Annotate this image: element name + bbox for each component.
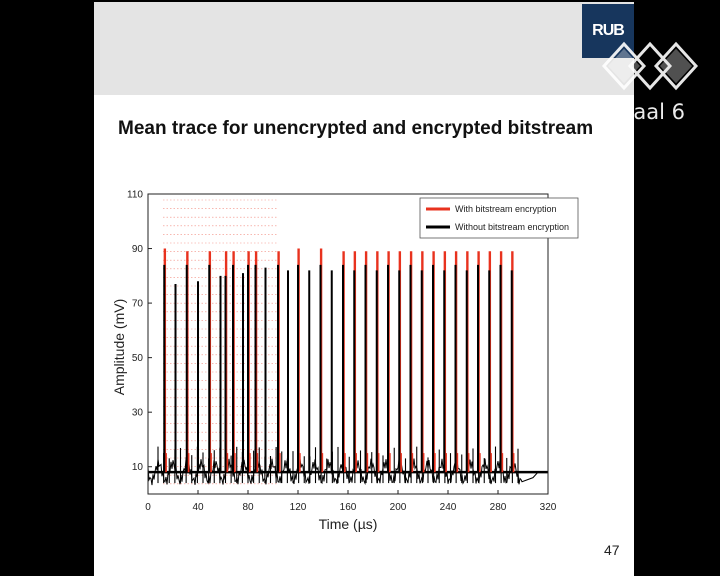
- plot-traces: [147, 248, 548, 486]
- y-tick-label: 50: [132, 353, 144, 364]
- x-tick-label: 40: [192, 502, 204, 513]
- chart-legend: With bitstream encryption Without bitstr…: [419, 197, 579, 239]
- axis-ticks: [147, 193, 549, 494]
- presentation-slide: RUB Mean trace for unencrypted and encry…: [94, 2, 634, 576]
- x-tick-labels: 0 40 80 120 160 200 240 280 320: [145, 502, 557, 513]
- slide-title: Mean trace for unencrypted and encrypted…: [118, 118, 594, 139]
- y-tick-label: 110: [127, 190, 143, 201]
- x-tick-label: 280: [490, 502, 507, 513]
- y-axis-label: Amplitude (mV): [111, 299, 127, 395]
- watermark-label: Saal 6: [620, 100, 685, 124]
- x-tick-label: 0: [145, 502, 151, 513]
- x-axis-label: Time (µs): [319, 516, 378, 532]
- y-tick-label: 70: [132, 299, 144, 310]
- x-tick-label: 80: [242, 502, 254, 513]
- plot-frame: [147, 193, 549, 495]
- slide-header-band: [94, 2, 634, 95]
- x-tick-label: 120: [290, 502, 307, 513]
- y-tick-label: 10: [132, 462, 144, 473]
- y-tick-label: 30: [132, 408, 144, 419]
- legend-label-encrypted: With bitstream encryption: [455, 204, 557, 214]
- x-tick-label: 320: [540, 502, 557, 513]
- legend-box: [419, 197, 579, 239]
- rub-logo: RUB: [582, 4, 634, 58]
- x-tick-label: 240: [440, 502, 457, 513]
- slide-page-number: 47: [604, 542, 620, 558]
- mean-trace-chart: 0 40 80 120 160 200 240 280 320 10 30 50 70 90 110 Ti…: [111, 190, 579, 532]
- legend-label-unencrypted: Without bitstream encryption: [455, 222, 569, 232]
- y-tick-labels: 10 30 50 70 90 110: [127, 190, 143, 474]
- ccc-tricube-icon: [601, 41, 699, 91]
- x-tick-label: 200: [390, 502, 407, 513]
- y-tick-label: 90: [132, 244, 144, 255]
- x-tick-label: 160: [340, 502, 357, 513]
